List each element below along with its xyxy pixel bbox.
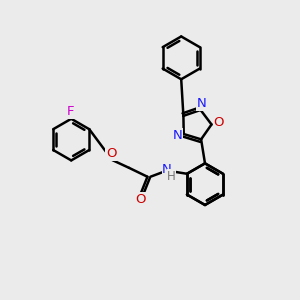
Text: H: H bbox=[167, 170, 176, 183]
Text: O: O bbox=[214, 116, 224, 130]
Text: N: N bbox=[196, 97, 206, 110]
Text: N: N bbox=[172, 129, 182, 142]
Text: O: O bbox=[136, 193, 146, 206]
Text: F: F bbox=[67, 106, 74, 118]
Text: O: O bbox=[106, 147, 116, 160]
Text: N: N bbox=[162, 164, 172, 176]
